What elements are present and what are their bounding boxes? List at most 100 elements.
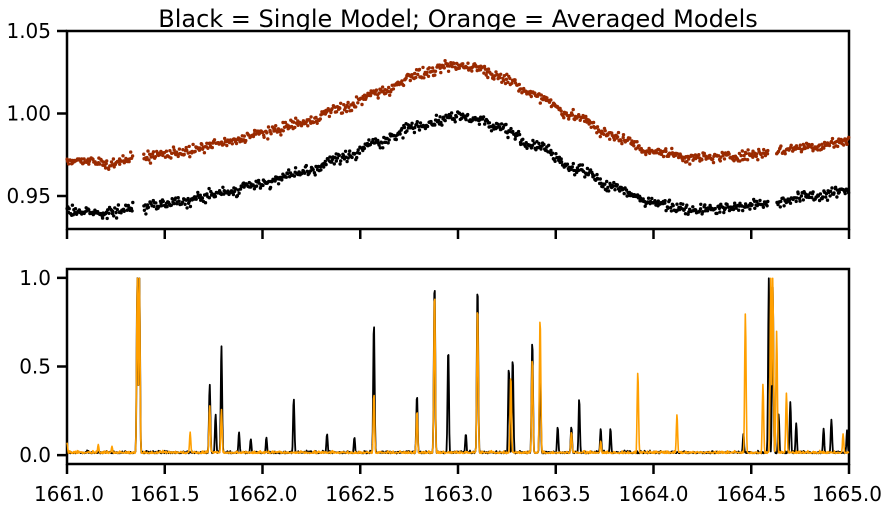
data-point xyxy=(129,150,133,154)
data-point xyxy=(739,153,743,158)
data-point xyxy=(186,196,190,201)
data-point xyxy=(153,155,158,159)
data-point xyxy=(283,120,288,125)
data-point xyxy=(115,207,120,212)
bottom-y-tick-labels: 0.0 0.5 1.0 xyxy=(19,266,51,467)
data-point xyxy=(519,142,523,147)
data-point xyxy=(357,151,362,155)
x-tick-label: 1662.0 xyxy=(228,482,298,506)
data-point xyxy=(188,155,192,159)
data-point xyxy=(656,199,660,203)
data-point xyxy=(454,115,459,119)
data-point xyxy=(125,208,129,212)
data-point xyxy=(598,134,602,139)
data-point xyxy=(378,146,382,150)
data-point xyxy=(502,74,506,78)
data-point xyxy=(142,208,147,212)
data-point xyxy=(281,129,285,133)
data-point xyxy=(191,142,195,147)
data-point xyxy=(254,184,259,188)
data-point xyxy=(413,125,417,130)
data-point xyxy=(161,199,165,204)
data-point xyxy=(661,154,666,159)
data-point xyxy=(401,136,405,140)
data-point xyxy=(818,192,823,196)
data-point xyxy=(711,157,715,161)
data-point xyxy=(349,108,354,113)
data-point xyxy=(847,135,851,140)
data-point xyxy=(415,120,419,124)
data-point xyxy=(758,198,762,203)
data-point xyxy=(549,148,553,153)
data-point xyxy=(394,137,398,142)
data-point xyxy=(67,207,71,211)
data-point xyxy=(615,183,619,187)
data-point xyxy=(489,129,494,133)
data-point xyxy=(664,208,668,213)
data-point xyxy=(267,179,271,184)
data-point xyxy=(738,201,742,205)
data-point xyxy=(318,117,322,121)
data-point xyxy=(737,208,741,212)
data-point xyxy=(457,66,461,70)
data-point xyxy=(779,144,783,148)
data-point xyxy=(794,144,799,148)
data-point xyxy=(621,135,625,140)
x-tick-label: 1661.5 xyxy=(130,482,200,506)
data-point xyxy=(174,196,178,200)
data-point xyxy=(835,195,839,199)
data-point xyxy=(323,159,327,164)
data-point xyxy=(681,202,685,206)
data-point xyxy=(820,142,824,146)
data-point xyxy=(529,94,533,99)
data-point xyxy=(606,185,610,190)
data-point xyxy=(513,137,517,141)
data-point xyxy=(324,162,328,167)
data-point xyxy=(449,114,453,119)
data-point xyxy=(830,186,834,190)
data-point xyxy=(676,152,680,156)
data-point xyxy=(740,149,744,153)
data-point xyxy=(595,125,600,129)
data-point xyxy=(439,70,443,75)
data-point xyxy=(381,146,385,150)
x-tick-label: 1662.5 xyxy=(325,482,395,506)
data-point xyxy=(708,153,712,158)
data-point xyxy=(779,199,783,204)
data-point xyxy=(824,195,828,199)
data-point xyxy=(797,196,802,201)
data-point xyxy=(400,126,404,131)
data-point xyxy=(112,214,116,218)
data-point xyxy=(423,126,428,131)
data-point xyxy=(669,209,674,213)
data-point xyxy=(559,160,564,164)
y-tick-label: 1.00 xyxy=(6,102,51,126)
data-point xyxy=(825,198,830,202)
data-point xyxy=(817,143,822,147)
data-point xyxy=(597,129,601,133)
data-point xyxy=(421,65,425,70)
data-point xyxy=(607,189,611,193)
data-point xyxy=(410,73,414,77)
data-point xyxy=(482,64,487,69)
data-point xyxy=(603,129,607,133)
data-point xyxy=(697,153,701,157)
data-point xyxy=(430,66,435,70)
data-point xyxy=(711,160,716,165)
data-point xyxy=(646,196,651,200)
data-point xyxy=(416,72,420,77)
data-point xyxy=(87,208,91,212)
data-point xyxy=(687,157,691,161)
data-point xyxy=(644,152,648,157)
data-point xyxy=(293,125,297,130)
data-point xyxy=(482,71,486,75)
data-point xyxy=(348,149,352,153)
data-point xyxy=(746,148,750,152)
data-point xyxy=(567,117,571,121)
data-point xyxy=(386,141,390,145)
data-point xyxy=(810,142,814,147)
data-point xyxy=(376,96,380,100)
data-point xyxy=(373,92,377,96)
data-point xyxy=(828,194,832,198)
